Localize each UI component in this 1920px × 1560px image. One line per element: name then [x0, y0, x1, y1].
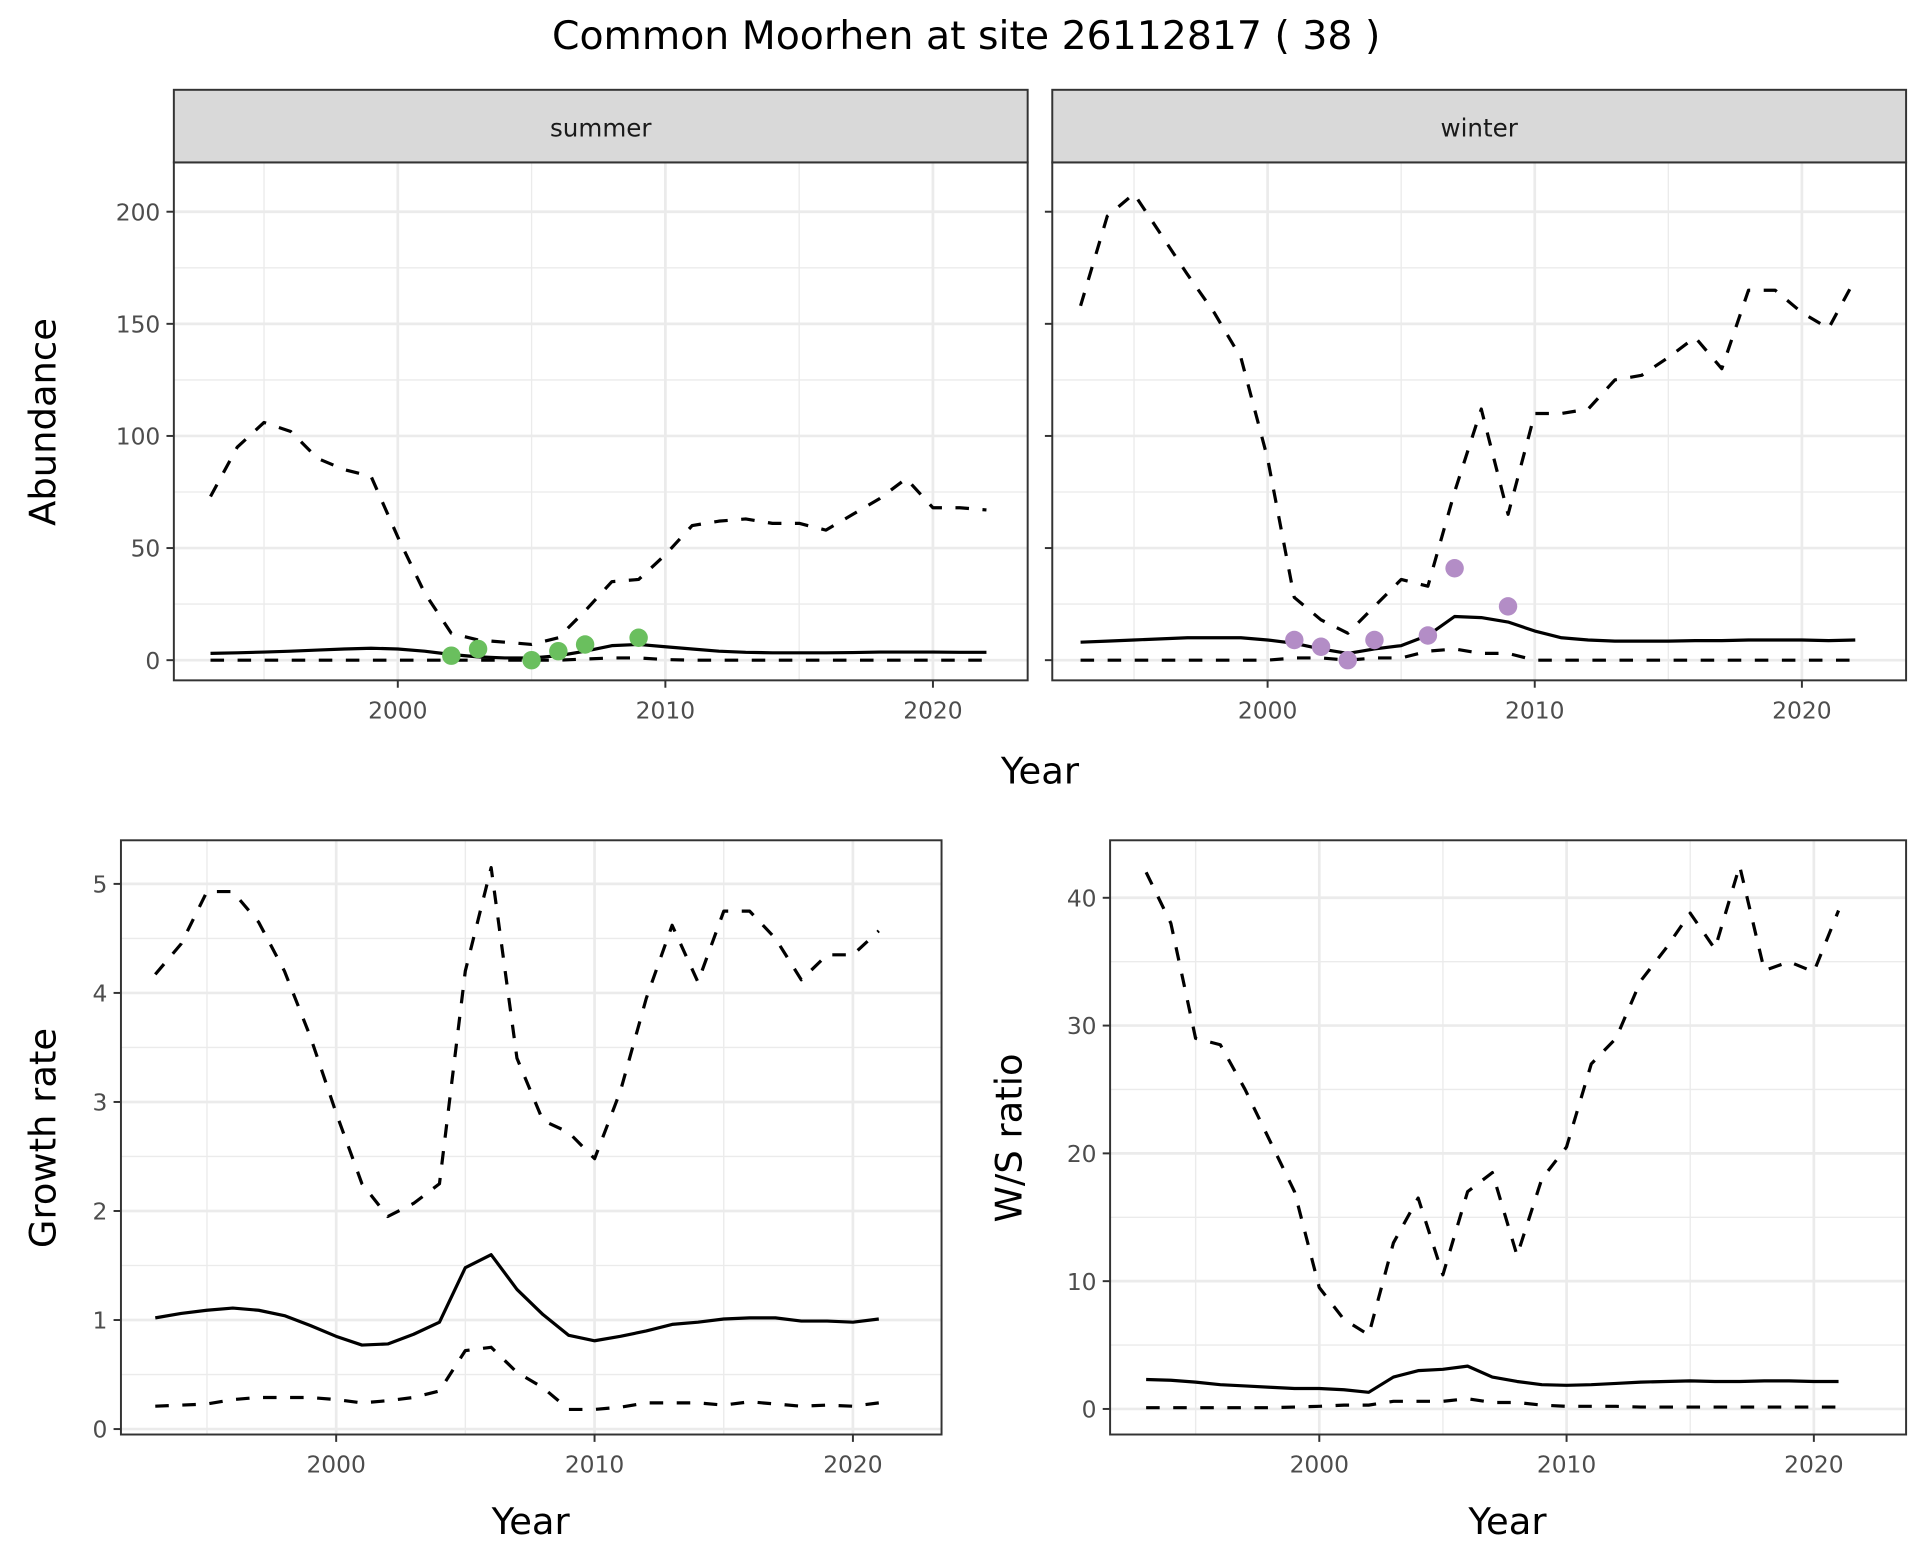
plot-background [120, 840, 942, 1435]
y-tick-label: 5 [93, 871, 108, 899]
data-point [468, 639, 488, 659]
y-tick-label: 100 [116, 423, 161, 451]
series-line-lower [1146, 1397, 1839, 1410]
x-tick-label: 2000 [1238, 696, 1297, 724]
x-tick-label: 2010 [1505, 696, 1564, 724]
series-line-estimate [1146, 1364, 1839, 1394]
plot-background [173, 162, 1028, 681]
panel-growth: 2000 2010 2020 0 1 2 3 4 5 [93, 839, 943, 1479]
series-line-upper [1144, 864, 1841, 1337]
y-tick-label: 0 [1082, 1396, 1097, 1424]
plot-background [1110, 840, 1907, 1435]
data-point [549, 641, 568, 661]
data-point [522, 650, 541, 670]
x-tick-label: 2010 [1537, 1451, 1596, 1479]
y-tick-label: 1 [93, 1307, 108, 1335]
series-line-lower [155, 1345, 880, 1412]
data-point [629, 628, 648, 647]
growth-y-axis-label: Growth rate [22, 1028, 65, 1248]
facet-strip-label: winter [1440, 114, 1518, 143]
x-tick-label: 2020 [1772, 696, 1831, 724]
top-y-axis-label: Abundance [22, 318, 65, 526]
ratio-y-axis-label: W/S ratio [988, 1053, 1031, 1222]
y-tick-label: 30 [1067, 1012, 1097, 1040]
data-point [1311, 637, 1331, 656]
facet-strip [172, 88, 1029, 164]
x-tick-label: 2020 [823, 1451, 882, 1479]
x-tick-label: 2000 [368, 696, 427, 724]
x-tick-label: 2000 [306, 1451, 365, 1479]
series-line-estimate [155, 1253, 879, 1347]
series-line-upper [154, 865, 880, 1219]
series-line-lower [210, 656, 987, 662]
data-point [442, 646, 461, 665]
panel-winter: winter 2000 2010 2020 [1044, 88, 1908, 724]
y-tick-label: 2 [93, 1198, 108, 1226]
data-point [1365, 630, 1384, 650]
panel-border [1109, 839, 1908, 1436]
panel-summer: summer 2000 2010 2020 0 50 100 150 200 [116, 88, 1029, 724]
series-line-upper [1079, 192, 1857, 635]
growth-x-axis-label: Year [491, 1500, 571, 1543]
y-tick-label: 0 [145, 647, 160, 675]
x-tick-label: 2020 [903, 696, 962, 724]
series-line-estimate [210, 642, 987, 660]
y-tick-label: 3 [93, 1089, 108, 1117]
data-point [1285, 630, 1304, 650]
y-tick-label: 4 [93, 980, 108, 1008]
y-tick-label: 20 [1067, 1140, 1097, 1168]
x-tick-label: 2010 [636, 696, 695, 724]
top-x-axis-label: Year [1000, 750, 1080, 793]
panel-ratio: 2000 2010 2020 0 10 20 30 40 [1067, 839, 1908, 1479]
plot-background [1052, 162, 1907, 681]
facet-strip-label: summer [550, 114, 652, 143]
data-point [575, 635, 595, 654]
x-tick-label: 2000 [1290, 1451, 1349, 1479]
ratio-x-axis-label: Year [1467, 1500, 1547, 1543]
y-tick-label: 150 [116, 310, 161, 338]
y-tick-label: 0 [93, 1416, 108, 1444]
x-tick-label: 2010 [565, 1451, 624, 1479]
data-point [1338, 650, 1357, 670]
data-point [1445, 559, 1464, 578]
y-tick-label: 50 [131, 535, 161, 563]
data-point [1498, 597, 1518, 616]
y-tick-label: 40 [1067, 884, 1097, 912]
panel-border [119, 839, 943, 1436]
series-line-estimate [1080, 614, 1856, 656]
y-tick-label: 200 [116, 198, 161, 226]
series-line-lower [1080, 647, 1856, 662]
y-tick-label: 10 [1067, 1268, 1097, 1296]
data-point [1418, 626, 1438, 645]
chart-title: Common Moorhen at site 26112817 ( 38 ) [552, 13, 1380, 59]
facet-strip [1051, 88, 1908, 164]
x-tick-label: 2020 [1784, 1451, 1843, 1479]
